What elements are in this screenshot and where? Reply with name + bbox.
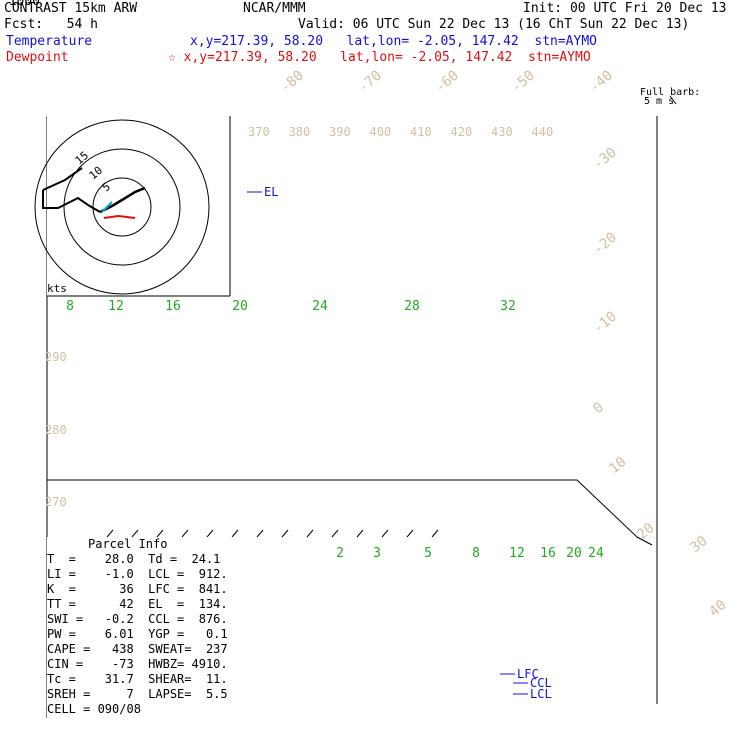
hodograph-trace — [103, 214, 136, 219]
mixing-ratio-label: 16 — [540, 546, 556, 561]
valid-time: Valid: 06 UTC Sun 22 Dec 13 (16 ChT Sun … — [298, 17, 690, 32]
isotherm-label: 40 — [706, 597, 729, 620]
chart-series — [247, 191, 528, 695]
hodograph-trace — [42, 167, 83, 191]
parcel-info-row: Tc = 31.7 SHEAR= 11. — [47, 672, 228, 686]
barb-legend-units: 5 m s — [644, 96, 674, 107]
hodograph-trace — [99, 186, 146, 214]
isotherm-label: -80 — [277, 68, 307, 97]
mixing-ratio-label: 12 — [509, 546, 525, 561]
moist-adiabat-label: 28 — [404, 299, 420, 314]
level-marker-label: LCL — [530, 687, 552, 701]
mixing-ratio-label: 3 — [373, 546, 381, 561]
theta-label: 400 — [370, 125, 392, 139]
isotherm-label: 10 — [606, 454, 629, 477]
barb-region-edge — [636, 536, 653, 546]
isobar-tick — [131, 529, 139, 538]
mixing-ratio-label: 20 — [566, 546, 582, 561]
isotherm-label: 30 — [687, 533, 710, 556]
isotherm-label: -30 — [590, 145, 620, 174]
isobar-tick — [381, 529, 389, 538]
isobar-tick — [106, 529, 114, 538]
level-marker-label: CCL — [530, 676, 552, 690]
parcel-info-row: SREH = 7 LAPSE= 5.5 — [47, 687, 228, 701]
isotherm-label: -50 — [508, 68, 538, 97]
parcel-info-row: PW = 6.01 YGP = 0.1 — [47, 627, 228, 641]
moist-adiabat-label: 16 — [165, 299, 181, 314]
moist-adiabat-label: 24 — [312, 299, 328, 314]
isotherm-label: 20 — [634, 520, 657, 543]
init-time: Init: 00 UTC Fri 20 Dec 13 — [523, 1, 727, 16]
hodograph-trace — [101, 201, 113, 213]
isotherm-label: -10 — [590, 309, 620, 338]
parcel-info-row: K = 36 LFC = 841. — [47, 582, 228, 596]
hodograph-trace — [42, 190, 101, 213]
parcel-info-row: T = 28.0 Td = 24.1 — [47, 552, 221, 566]
barb-region-edge — [47, 479, 638, 538]
temperature-location: x,y=217.39, 58.20 lat,lon= -2.05, 147.42… — [190, 34, 597, 49]
hodograph-ring — [34, 119, 210, 295]
theta-label: 270 — [45, 495, 67, 509]
model-name: CONTRAST 15km ARW — [4, 1, 138, 16]
isobar-tick — [406, 529, 414, 538]
isobar-tick — [156, 529, 164, 538]
isobar-tick — [231, 529, 239, 538]
level-marker-label: EL — [264, 185, 278, 199]
parcel-info-row: CIN = -73 HWBZ= 4910. — [47, 657, 228, 671]
temperature-legend: Temperature — [6, 34, 93, 49]
hodograph-units: kts — [47, 282, 67, 295]
isotherm-label: -60 — [432, 68, 462, 97]
parcel-info-row: CELL = 090/08 — [47, 702, 141, 716]
mixing-ratio-label: 2 — [336, 546, 344, 561]
isobar-tick — [256, 529, 264, 538]
parcel-info-rows: T = 28.0 Td = 24.1 LI = -1.0 LCL = 912. K … — [47, 552, 262, 717]
isotherm-label: -40 — [586, 68, 616, 97]
theta-label: 370 — [248, 125, 270, 139]
moist-adiabat-label: 8 — [66, 299, 74, 314]
level-marker-label: LFC — [517, 667, 539, 681]
isotherm-label: -20 — [590, 230, 620, 259]
moist-adiabat-label: 12 — [108, 299, 124, 314]
pressure-label: 1000 — [9, 0, 40, 9]
isobar-tick — [181, 529, 189, 538]
theta-label: 440 — [532, 125, 554, 139]
forecast-hour: Fcst: 54 h — [4, 17, 98, 32]
isobar-tick — [281, 529, 289, 538]
isobar-tick — [206, 529, 214, 538]
parcel-info-row: LI = -1.0 LCL = 912. — [47, 567, 228, 581]
isobar-tick — [331, 529, 339, 538]
theta-label: 430 — [491, 125, 513, 139]
theta-label: 390 — [329, 125, 351, 139]
barb-legend-sample — [669, 95, 677, 105]
parcel-info-row: TT = 42 EL = 134. — [47, 597, 228, 611]
isotherm-label: 0 — [590, 399, 607, 417]
hodograph-ring — [63, 148, 181, 266]
wind-barbs: Full barb:5 m s — [640, 87, 700, 704]
isobar-tick — [431, 529, 439, 538]
agency-name: NCAR/MMM — [243, 1, 306, 16]
moist-adiabat-label: 32 — [500, 299, 516, 314]
theta-label: 410 — [410, 125, 432, 139]
dewpoint-location: ☆ x,y=217.39, 58.20 lat,lon= -2.05, 147.… — [168, 50, 591, 65]
theta-label: 380 — [289, 125, 311, 139]
mixing-ratio-label: 24 — [588, 546, 604, 561]
theta-label: 420 — [451, 125, 473, 139]
hodograph-background — [47, 116, 230, 296]
isotherm-label: -70 — [355, 68, 385, 97]
parcel-info-title: Parcel Info — [88, 537, 168, 551]
theta-label: 280 — [45, 423, 67, 437]
isobar-tick — [306, 529, 314, 538]
mixing-ratio-label: 8 — [472, 546, 480, 561]
parcel-info-box: Parcel Info T = 28.0 Td = 24.1 LI = -1.0 … — [47, 537, 262, 729]
mixing-ratio-label: 5 — [424, 546, 432, 561]
barb-legend-title: Full barb: — [640, 87, 700, 98]
isobar-tick — [356, 529, 364, 538]
parcel-info-row: SWI = -0.2 CCL = 876. — [47, 612, 228, 626]
theta-label: 290 — [45, 350, 67, 364]
parcel-info-row: CAPE = 438 SWEAT= 237 — [47, 642, 228, 656]
dewpoint-legend: Dewpoint — [6, 50, 69, 65]
moist-adiabat-label: 20 — [232, 299, 248, 314]
